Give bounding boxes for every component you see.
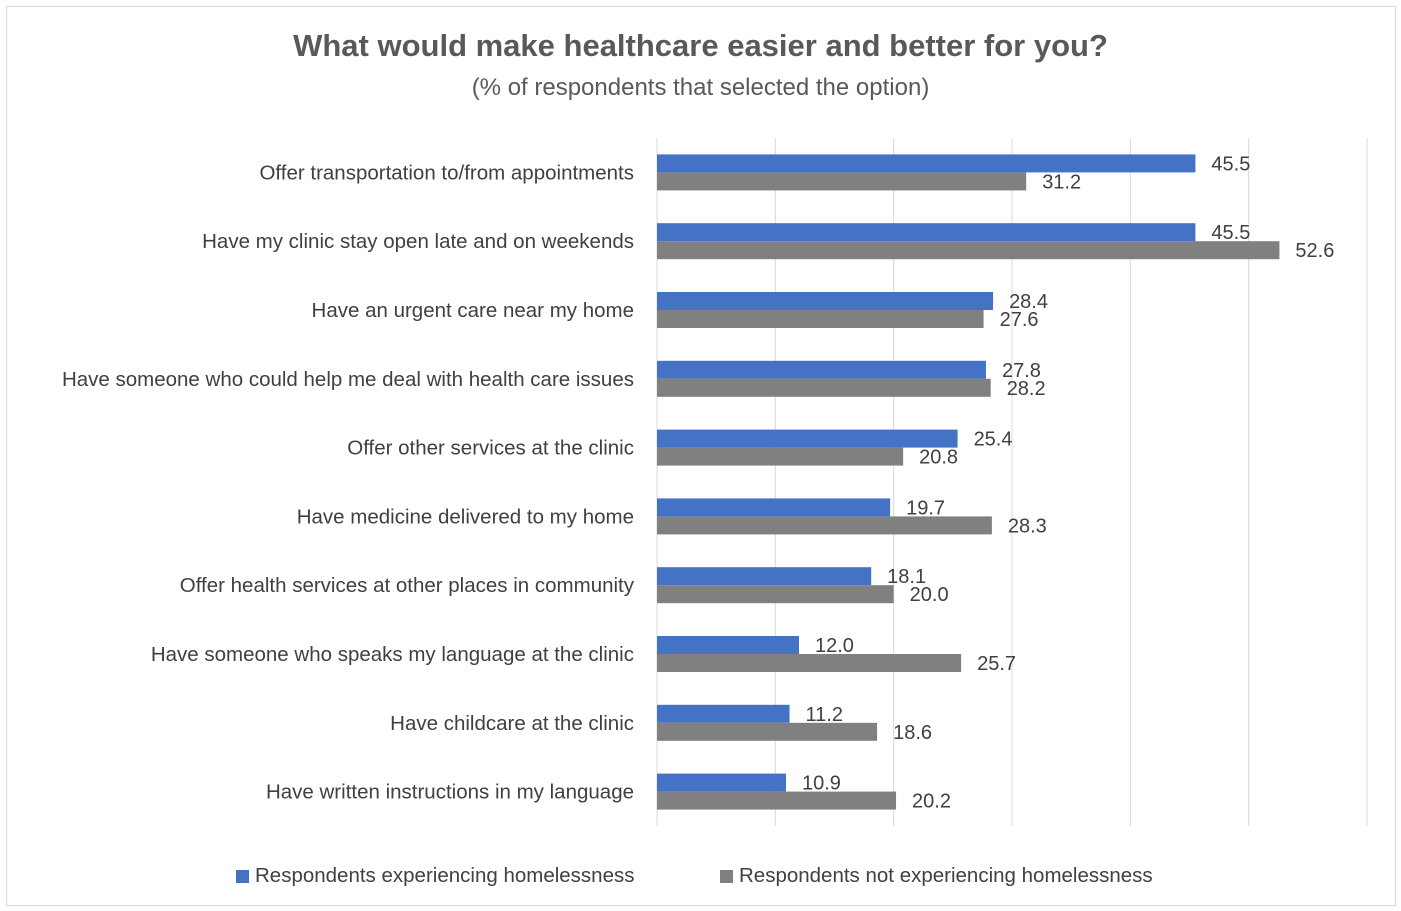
legend: Respondents experiencing homelessness Re… [0, 864, 1401, 894]
data-label-not-homeless: 28.3 [1008, 515, 1047, 537]
data-label-not-homeless: 20.0 [910, 584, 949, 606]
legend-swatch-homeless [236, 870, 249, 883]
bar-not-homeless [657, 310, 984, 328]
bar-homeless [657, 567, 871, 585]
category-label: Have someone who could help me deal with… [62, 368, 634, 391]
data-label-not-homeless: 52.6 [1295, 240, 1334, 262]
bar-homeless [657, 361, 986, 379]
bar-not-homeless [657, 654, 961, 672]
data-label-homeless: 11.2 [806, 704, 843, 726]
data-label-not-homeless: 31.2 [1042, 171, 1081, 193]
bar-homeless [657, 774, 786, 792]
data-label-homeless: 10.9 [802, 773, 841, 795]
data-label-homeless: 19.7 [906, 497, 945, 519]
data-label-not-homeless: 20.2 [912, 791, 951, 813]
legend-label-homeless: Respondents experiencing homelessness [255, 864, 634, 888]
data-label-not-homeless: 20.8 [919, 447, 958, 469]
category-label: Have medicine delivered to my home [297, 505, 634, 528]
data-label-homeless: 12.0 [815, 635, 854, 657]
category-label: Offer other services at the clinic [347, 437, 634, 460]
legend-label-not-homeless: Respondents not experiencing homelessnes… [739, 864, 1153, 888]
bar-homeless [657, 498, 890, 516]
bar-not-homeless [657, 516, 992, 534]
legend-item-not-homeless: Respondents not experiencing homelessnes… [720, 864, 1153, 888]
category-label: Have my clinic stay open late and on wee… [202, 230, 634, 253]
category-label: Have an urgent care near my home [312, 299, 634, 322]
bar-homeless [657, 292, 993, 310]
bar-homeless [657, 636, 799, 654]
category-label: Offer health services at other places in… [180, 574, 635, 597]
data-label-not-homeless: 18.6 [893, 722, 932, 744]
bar-homeless [657, 223, 1195, 241]
bar-homeless [657, 154, 1195, 172]
bar-homeless [657, 430, 958, 448]
bar-not-homeless [657, 379, 991, 397]
legend-item-homeless: Respondents experiencing homelessness [236, 864, 634, 888]
data-label-homeless: 45.5 [1211, 222, 1250, 244]
category-label: Have childcare at the clinic [390, 712, 634, 735]
bar-homeless [657, 705, 790, 723]
bar-not-homeless [657, 792, 896, 810]
bar-not-homeless [657, 172, 1026, 190]
bar-not-homeless [657, 723, 877, 741]
category-label: Offer transportation to/from appointment… [259, 161, 634, 184]
bar-not-homeless [657, 241, 1279, 259]
category-label: Have someone who speaks my language at t… [151, 643, 634, 666]
data-label-homeless: 25.4 [974, 429, 1013, 451]
bar-not-homeless [657, 448, 903, 466]
bar-not-homeless [657, 585, 894, 603]
data-label-not-homeless: 25.7 [977, 653, 1016, 675]
legend-swatch-not-homeless [720, 870, 733, 883]
data-label-not-homeless: 28.2 [1007, 378, 1046, 400]
category-label: Have written instructions in my language [266, 781, 634, 804]
data-label-not-homeless: 27.6 [1000, 309, 1039, 331]
data-label-homeless: 45.5 [1211, 153, 1250, 175]
